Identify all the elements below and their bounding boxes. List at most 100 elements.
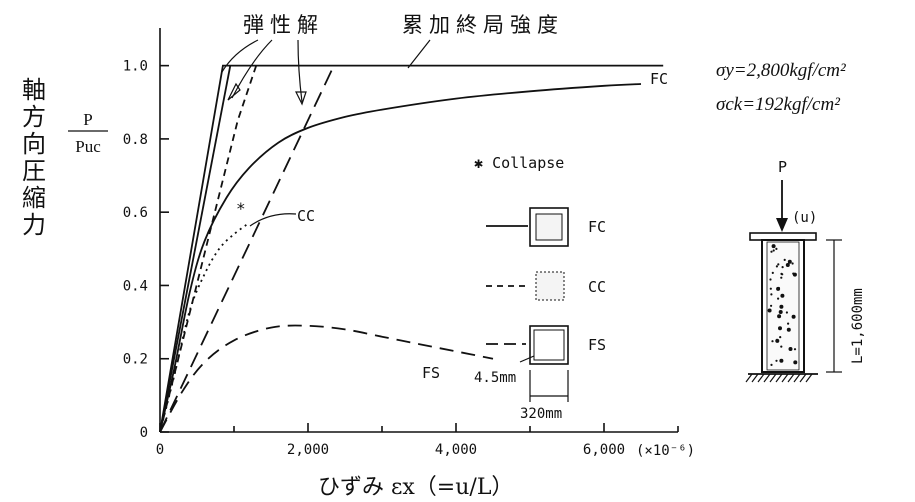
specimen-base-hatch (745, 373, 813, 383)
y-axis-label-char: 縮 (22, 184, 46, 212)
aggregate-dot (780, 293, 785, 298)
series-elastic-solid (159, 65, 232, 433)
aggregate-dot (777, 314, 782, 319)
legend-box-FS-inner (533, 329, 565, 361)
collapse-mark: * (236, 199, 246, 218)
aggregate-dot (772, 249, 775, 252)
y-axis-label-char: 方 (22, 103, 46, 131)
y-tick-label: 1.0 (123, 59, 148, 75)
aggregate-dot (781, 273, 784, 276)
hatch-line (793, 373, 801, 383)
leader-elastic-2 (231, 39, 273, 99)
x-unit-label: (×10⁻⁶) (636, 443, 695, 459)
y-axis-label: 軸方向圧縮力 (22, 76, 46, 239)
specimen-disp-label: (u) (792, 210, 817, 226)
legend-label-CC: CC (588, 278, 606, 296)
aggregate-dot (776, 286, 781, 291)
aggregate-dot (770, 293, 773, 296)
label-FS: FS (422, 364, 440, 382)
aggregate-dot (783, 258, 786, 261)
thickness-leader (519, 355, 535, 363)
specimen-length-label: L=1,600mm (850, 288, 866, 364)
x-tick-label: 6,000 (583, 442, 625, 458)
legend-box-FS-outer (529, 325, 569, 365)
y-ratio-denominator: Puc (75, 137, 101, 156)
specimen-load-label: P (778, 158, 787, 176)
legend-box-FC-outer (529, 207, 569, 247)
aggregate-dot (791, 262, 794, 265)
legend-label-FC: FC (588, 218, 606, 236)
arrow-elastic-3 (295, 91, 307, 106)
aggregate-dot (788, 347, 793, 351)
x-tick-label: 4,000 (435, 442, 477, 458)
series-elastic-long-dash (159, 65, 335, 433)
aggregate-dot (775, 265, 779, 268)
x-tick-label: 0 (156, 442, 164, 458)
aggregate-dot (781, 266, 784, 269)
series-FC (159, 83, 642, 433)
legend-thickness-label: 4.5mm (474, 370, 516, 386)
material-prop-1: σy=2,800kgf/cm² (716, 60, 846, 81)
hatch-line (751, 373, 759, 383)
aggregate-dot (770, 363, 773, 366)
hatch-line (763, 373, 771, 383)
label-CC: CC (297, 207, 315, 225)
aggregate-dot (777, 263, 780, 266)
aggregate-dot (792, 272, 795, 275)
y-axis-label-char: 圧 (22, 157, 46, 185)
y-axis-label-char: 力 (22, 211, 46, 239)
series-elastic-short-dash (159, 65, 258, 433)
y-tick-label: 0.6 (123, 205, 148, 221)
y-ticks: 0 0.2 0.4 0.6 0.8 1.0 (123, 59, 169, 441)
aggregate-dot (769, 287, 772, 290)
aggregate-dot (770, 250, 773, 253)
y-axis-label-char: 向 (22, 130, 46, 158)
hatch-line (787, 373, 795, 383)
aggregate-dot (787, 259, 792, 264)
specimen-column (761, 239, 805, 373)
aggregate-dot (778, 326, 782, 331)
aggregate-dot (787, 322, 790, 325)
arrow-elastic-2 (227, 82, 241, 101)
aggregate-dot (771, 244, 776, 249)
aggregate-dot (775, 247, 778, 250)
aggregate-dot (767, 308, 772, 313)
aggregate-dot (792, 315, 795, 318)
leader-elastic-3 (297, 39, 303, 103)
aggregate-dot (779, 304, 784, 309)
series-FS (159, 324, 494, 433)
specimen-top-plate (749, 232, 817, 241)
label-FC: FC (650, 70, 668, 88)
hatch-line (769, 373, 777, 383)
x-ticks: 0 2,000 4,000 6,000 (156, 423, 679, 458)
y-tick-label: 0.2 (123, 352, 148, 368)
aggregate-dot (780, 345, 783, 348)
hatch-line (757, 373, 765, 383)
x-tick-label: 2,000 (287, 442, 329, 458)
aggregate-dot (785, 263, 790, 267)
hatch-line (805, 373, 813, 383)
legend-box-CC (535, 271, 565, 301)
specimen-aggregate (767, 244, 798, 366)
hatch-line (799, 373, 807, 383)
specimen-load-arrow-head (776, 218, 788, 232)
aggregate-dot (786, 327, 791, 332)
legend-width-label: 320mm (520, 406, 562, 422)
aggregate-dot (780, 276, 783, 279)
legend-collapse: ✱ Collapse (474, 154, 564, 172)
material-prop-2: σck=192kgf/cm² (716, 94, 840, 115)
aggregate-dot (771, 271, 774, 274)
series-layer (159, 64, 664, 433)
aggregate-dot (769, 278, 772, 281)
legend-box-FC-inner (535, 213, 563, 241)
aggregate-dot (778, 310, 783, 314)
legend-label-FS: FS (588, 336, 606, 354)
leader-CC (249, 213, 297, 227)
aggregate-dot (779, 336, 782, 339)
aggregate-dot (770, 304, 773, 307)
aggregate-dot (793, 360, 798, 365)
leader-elastic-1 (221, 39, 259, 73)
series-cumulative-strength (159, 64, 664, 433)
y-tick-label: 0 (140, 425, 148, 441)
